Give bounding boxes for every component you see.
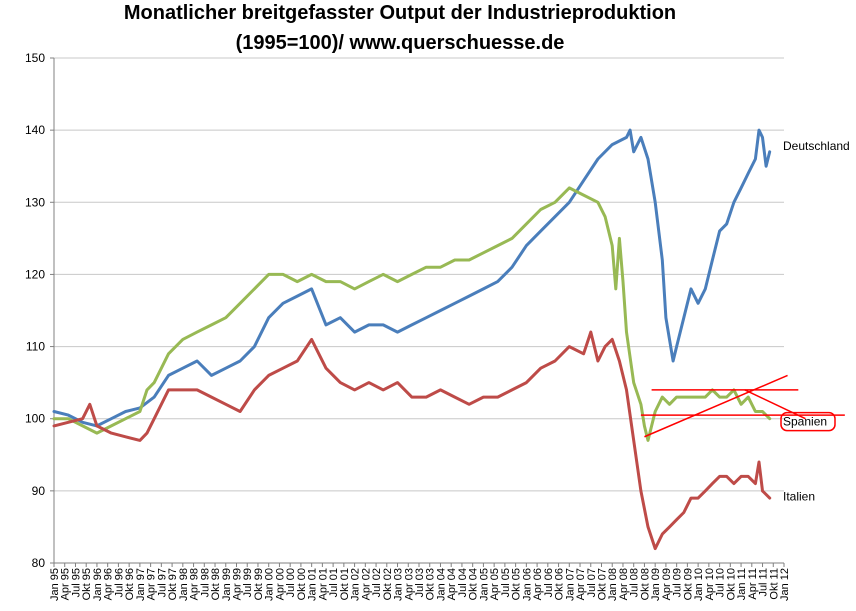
chart-title-line-1: Monatlicher breitgefasster Output der In…	[123, 2, 677, 24]
x-tick-label: Okt 07	[597, 568, 609, 600]
x-tick-label: Apr 99	[232, 568, 244, 600]
x-tick-label: Jan 04	[435, 568, 447, 601]
annotation-line-3	[644, 374, 788, 438]
x-tick-label: Jul 11	[758, 568, 770, 597]
y-tick-label: 100	[25, 412, 45, 426]
series-label-deutschland: Deutschland	[783, 139, 850, 153]
x-tick-label: Jan 03	[393, 568, 405, 601]
x-tick-label: Okt 00	[296, 568, 308, 600]
x-tick-label: Okt 11	[768, 568, 780, 600]
x-tick-label: Jul 08	[629, 568, 641, 597]
x-tick-label: Jan 96	[92, 568, 104, 601]
x-tick-label: Jul 98	[199, 568, 211, 597]
x-tick-label: Okt 06	[554, 568, 566, 600]
x-tick-label: Jan 12	[779, 568, 791, 601]
x-tick-label: Jul 09	[672, 568, 684, 597]
x-tick-label: Jul 01	[328, 568, 340, 597]
x-tick-label: Jul 10	[715, 568, 727, 597]
x-tick-label: Apr 10	[704, 568, 716, 600]
series-line-italien	[52, 330, 772, 551]
x-tick-label: Jul 04	[457, 568, 469, 597]
x-tick-label: Apr 01	[317, 568, 329, 600]
x-tick-label: Jan 01	[307, 568, 319, 601]
x-tick-label: Jul 02	[371, 568, 383, 597]
x-tick-label: Apr 11	[747, 568, 759, 600]
x-tick-label: Apr 06	[532, 568, 544, 600]
y-tick-label: 80	[32, 556, 46, 570]
x-tick-label: Okt 98	[210, 568, 222, 600]
x-tick-label: Okt 04	[468, 568, 480, 600]
y-tick-label: 90	[32, 484, 46, 498]
x-tick-label: Apr 97	[146, 568, 158, 600]
series-line-spanien	[52, 186, 772, 442]
x-tick-label: Okt 95	[81, 568, 93, 600]
x-tick-label: Jan 97	[135, 568, 147, 601]
y-tick-label: 120	[25, 267, 45, 281]
x-tick-label: Apr 00	[274, 568, 286, 600]
x-tick-label: Jul 97	[156, 568, 168, 597]
x-tick-label: Jan 02	[350, 568, 362, 601]
x-tick-label: Jan 07	[564, 568, 576, 601]
x-tick-label: Jan 00	[264, 568, 276, 601]
x-tick-label: Okt 02	[382, 568, 394, 600]
x-tick-label: Okt 05	[511, 568, 523, 600]
x-tick-label: Okt 01	[339, 568, 351, 600]
x-tick-label: Jan 95	[49, 568, 61, 601]
x-tick-label: Jul 05	[500, 568, 512, 597]
x-tick-label: Jul 99	[242, 568, 254, 597]
x-tick-label: Apr 04	[446, 568, 458, 600]
series-label-spanien: Spanien	[783, 415, 827, 429]
x-tick-label: Okt 97	[167, 568, 179, 600]
series-line-deutschland	[52, 128, 772, 428]
x-tick-label: Apr 02	[360, 568, 372, 600]
x-tick-label: Jul 06	[543, 568, 555, 597]
y-tick-label: 110	[26, 340, 45, 354]
x-tick-label: Jan 09	[650, 568, 662, 601]
x-tick-label: Jan 99	[221, 568, 233, 601]
x-tick-label: Jan 06	[521, 568, 533, 601]
x-tick-label: Apr 98	[189, 568, 201, 600]
x-tick-label: Apr 95	[60, 568, 72, 600]
x-tick-label: Jan 05	[478, 568, 490, 601]
x-tick-label: Okt 09	[682, 568, 694, 600]
series-label-italien: Italien	[783, 490, 815, 504]
x-tick-label: Jan 11	[736, 568, 748, 600]
x-tick-label: Okt 08	[639, 568, 651, 600]
x-tick-label: Jul 00	[285, 568, 297, 597]
series-lines	[52, 128, 772, 551]
series-labels: Deutschland Spanien Italien	[783, 139, 850, 504]
x-tick-label: Apr 03	[403, 568, 415, 600]
x-tick-label: Apr 08	[618, 568, 630, 600]
x-tick-label: Jan 98	[178, 568, 190, 601]
x-tick-label: Okt 03	[425, 568, 437, 600]
x-tick-label: Apr 96	[103, 568, 115, 600]
x-tick-label: Jul 07	[586, 568, 598, 597]
x-tick-label: Jul 95	[70, 568, 82, 597]
x-tick-label: Okt 10	[725, 568, 737, 600]
x-tick-label: Jan 10	[693, 568, 705, 601]
y-tick-label: 150	[25, 51, 45, 65]
x-tick-label: Okt 96	[124, 568, 136, 600]
x-tick-label: Apr 09	[661, 568, 673, 600]
y-tick-label: 130	[25, 195, 45, 209]
highlight-box-spanien	[780, 411, 836, 432]
y-tick-label: 140	[25, 123, 45, 137]
annotation-line-4	[744, 389, 806, 420]
annotations	[640, 374, 845, 438]
x-tick-label: Jul 96	[113, 568, 125, 597]
x-tick-label: Apr 07	[575, 568, 587, 600]
chart-title-line-2: (1995=100)/ www.querschuesse.de	[235, 32, 565, 54]
gridlines	[54, 57, 784, 564]
x-tick-label: Apr 05	[489, 568, 501, 600]
x-tick-label: Jul 03	[414, 568, 426, 597]
x-tick-label: Okt 99	[253, 568, 265, 600]
x-tick-label: Jan 08	[607, 568, 619, 601]
